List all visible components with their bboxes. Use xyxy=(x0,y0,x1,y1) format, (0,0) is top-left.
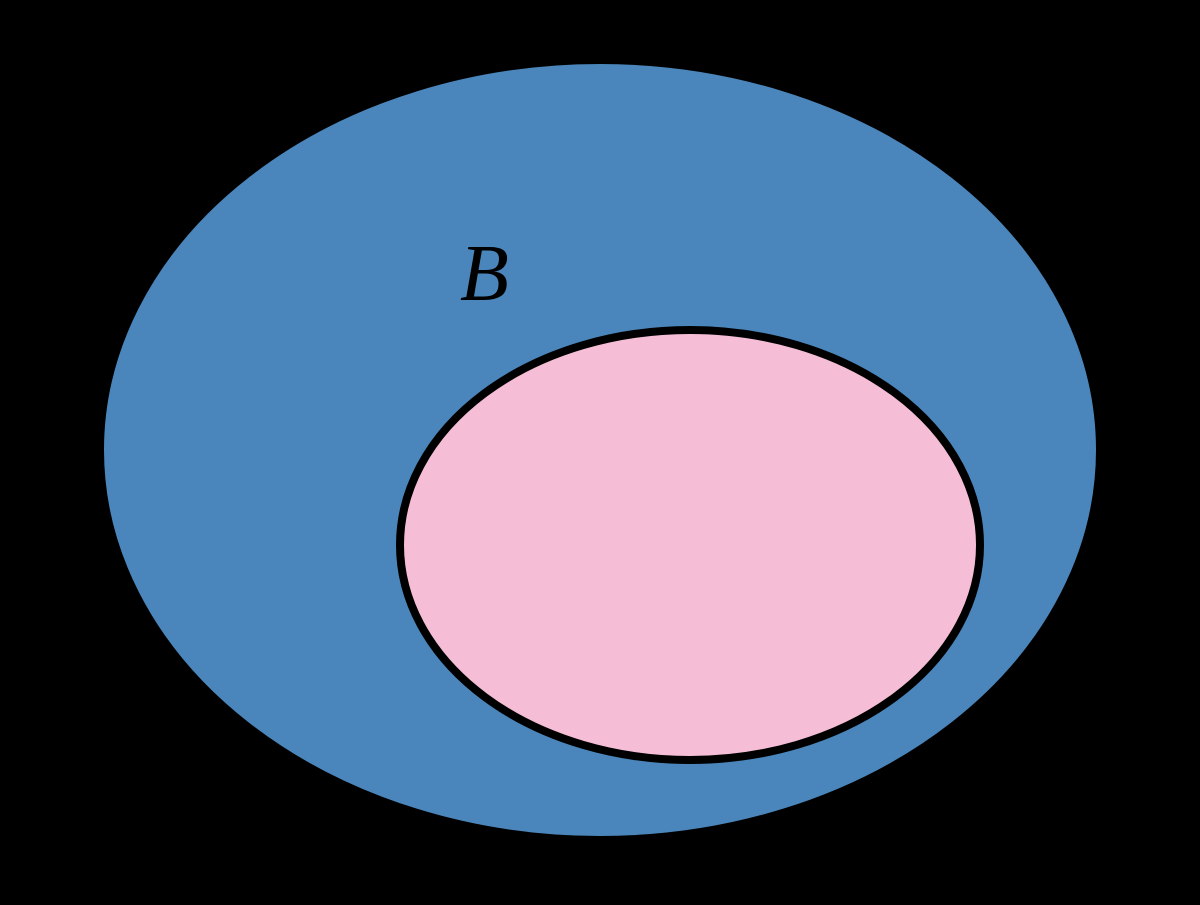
venn-diagram-svg: B xyxy=(0,0,1200,900)
inner-set-ellipse xyxy=(400,330,980,760)
inner-set-label: B xyxy=(460,230,509,318)
diagram-canvas: B xyxy=(0,0,1200,900)
